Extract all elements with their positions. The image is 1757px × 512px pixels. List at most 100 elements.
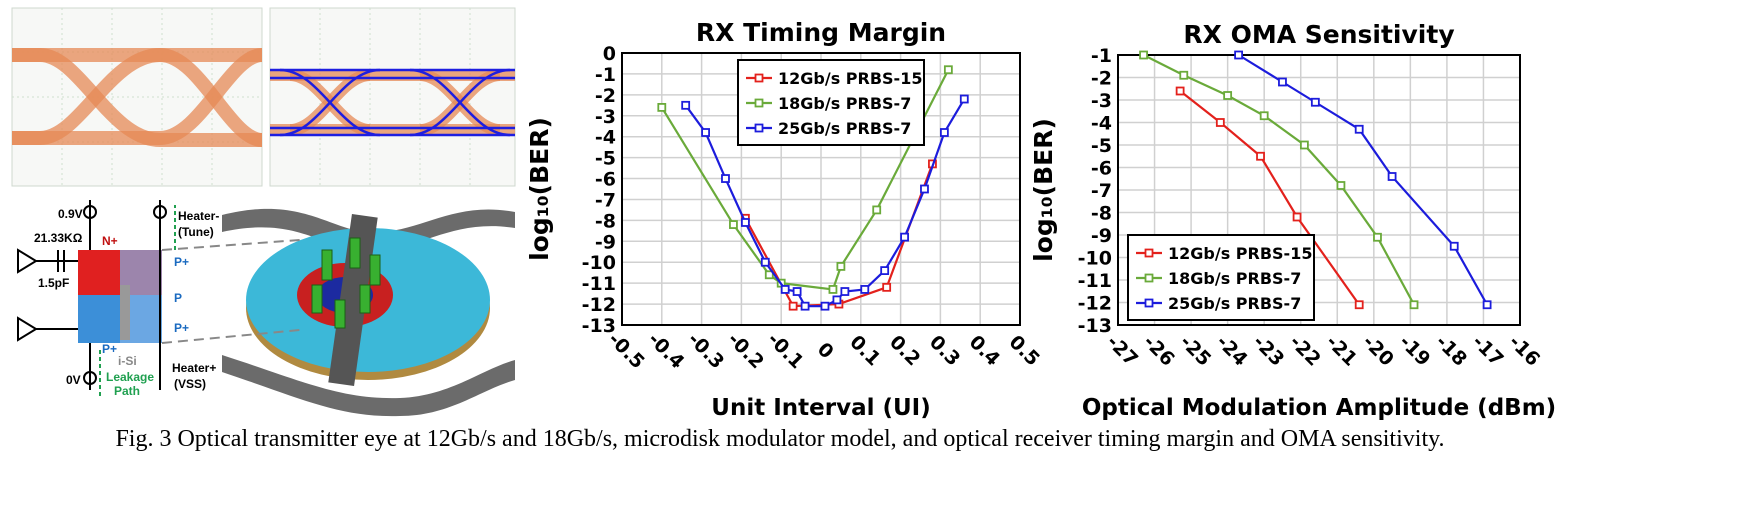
data-point [836,262,846,271]
data-point [1409,300,1419,310]
diagram-label: 0V [66,373,81,387]
data-point [788,301,798,311]
data-point [764,270,774,280]
y-tick-label: -13 [582,315,616,337]
y-tick-label: -11 [582,273,616,295]
y-tick-label: -5 [595,148,616,170]
data-point [872,205,882,215]
x-tick-label: -0.4 [644,328,689,373]
y-tick-label: -8 [595,210,616,232]
y-tick-label: -3 [1091,90,1112,112]
data-point [959,94,969,104]
y-tick-label: -13 [1078,315,1112,337]
data-point [701,128,710,137]
y-tick-label: -12 [582,294,616,316]
x-tick-label: 0.5 [1005,331,1044,370]
y-tick-label: -1 [595,64,616,86]
data-point [1387,172,1397,181]
x-tick-label: -25 [1175,331,1215,371]
diagram-label: (VSS) [174,377,206,391]
eye-diagram-12g [11,7,264,187]
data-point [729,220,738,229]
y-tick-label: -9 [1091,225,1112,247]
x-tick-label: -0.1 [763,328,808,373]
x-axis-label: Unit Interval (UI) [711,395,930,421]
y-tick-label: -11 [1078,270,1112,292]
data-point [1259,111,1269,121]
diagram-label: N+ [102,234,118,248]
y-tick-label: -9 [595,231,616,253]
diagram-label: 21.33KΩ [34,231,83,245]
data-point [1256,151,1265,161]
data-point [832,295,842,305]
data-point [1482,300,1492,310]
circuit-diagram [17,200,176,398]
y-tick-label: -4 [1091,113,1112,135]
y-tick-label: -7 [595,189,616,211]
data-point [840,287,850,296]
data-point [1373,232,1382,242]
legend-label: 12Gb/s PRBS-15 [778,69,922,88]
data-point [1179,70,1189,80]
x-tick-label: -17 [1468,331,1508,371]
y-tick-label: -10 [582,252,616,274]
data-point [1354,300,1364,310]
data-point [939,128,949,137]
legend-label: 18Gb/s PRBS-7 [1168,269,1301,288]
diagram-label: 1.5pF [38,276,69,290]
data-point [792,287,802,296]
y-tick-label: -1 [1091,45,1112,67]
data-point [1278,77,1287,87]
data-point [1299,140,1309,150]
x-tick-label: -22 [1285,331,1325,371]
y-tick-label: -2 [1091,68,1112,90]
x-tick-label: -24 [1212,331,1252,371]
y-axis-label: log₁₀(BER) [525,117,554,261]
data-point [1139,50,1148,60]
series-line [1143,54,1415,306]
x-tick-label: -0.2 [723,328,768,373]
y-tick-label: -7 [1091,180,1112,202]
data-point [760,257,770,267]
legend-label: 18Gb/s PRBS-7 [778,94,911,113]
y-tick-label: -10 [1078,248,1112,270]
y-tick-label: -6 [1091,158,1112,180]
data-point [721,174,730,183]
data-point [800,301,810,311]
legend-label: 12Gb/s PRBS-15 [1168,244,1312,263]
x-tick-label: -21 [1322,331,1362,371]
legend-label: 25Gb/s PRBS-7 [778,119,911,138]
data-point [1449,241,1459,251]
data-point [920,184,929,194]
data-point [780,285,790,294]
x-tick-label: 0.3 [925,331,964,370]
x-tick-label: -19 [1395,331,1435,371]
y-tick-label: -5 [1091,135,1112,157]
data-point [1354,124,1364,134]
diagram-label: Heater- [178,209,219,223]
legend-marker [1144,248,1154,258]
data-point [880,266,890,276]
data-point [860,285,870,294]
data-point [1336,181,1346,190]
data-point [828,285,838,294]
data-point [1215,118,1225,127]
data-point [1310,97,1320,107]
data-point [657,103,667,112]
diagram-label: i-Si [118,354,137,368]
y-tick-label: -6 [595,169,616,191]
y-tick-label: -2 [595,85,616,107]
diagram-label: P+ [174,255,189,269]
diagram-label: (Tune) [178,225,214,239]
x-tick-label: -26 [1139,331,1179,371]
legend-marker [754,73,764,83]
x-tick-label: -0.3 [683,328,728,373]
data-point [1292,212,1302,222]
microdisk-model [161,208,515,417]
diagram-label: P+ [102,342,117,356]
series-line [660,69,950,291]
plot-frame [621,52,1021,326]
legend-label: 25Gb/s PRBS-7 [1168,294,1301,313]
y-axis-label: log₁₀(BER) [1029,118,1058,262]
